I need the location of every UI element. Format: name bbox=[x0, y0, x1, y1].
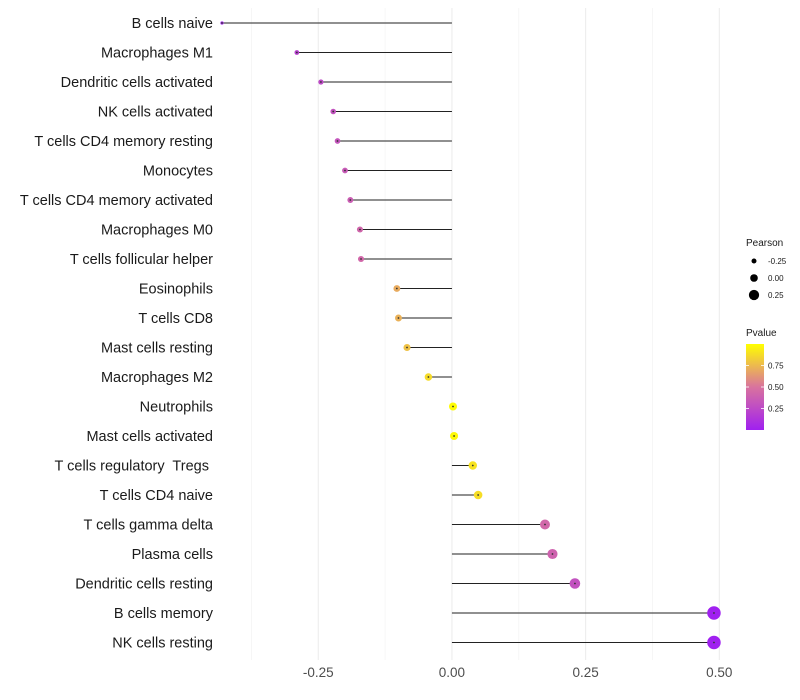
category-label: Mast cells activated bbox=[86, 429, 213, 445]
lollipop-stem-end bbox=[360, 258, 362, 260]
lollipop-stem-end bbox=[395, 287, 398, 290]
category-label: Macrophages M1 bbox=[101, 46, 213, 62]
lollipop-stem-end bbox=[452, 405, 454, 408]
color-legend-title: Pvalue bbox=[746, 328, 777, 339]
category-label: NK cells activated bbox=[98, 105, 213, 121]
lollipop-stem-end bbox=[359, 228, 361, 231]
lollipop-stem-end bbox=[344, 169, 346, 172]
lollipop-stem-end bbox=[544, 523, 546, 526]
x-tick-label: 0.25 bbox=[572, 665, 598, 680]
category-label: Macrophages M2 bbox=[101, 370, 213, 386]
lollipop-stem-end bbox=[477, 494, 480, 496]
category-label: B cells naive bbox=[132, 16, 213, 32]
x-tick-labels: -0.25 0.00 0.25 0.50 bbox=[303, 665, 733, 680]
size-legend-key bbox=[751, 258, 757, 264]
lollipop-stem-end bbox=[336, 140, 339, 142]
category-label: Mast cells resting bbox=[101, 341, 213, 357]
size-legend-label: 0.25 bbox=[768, 291, 784, 300]
lollipop-stem-end bbox=[427, 376, 430, 378]
size-legend-label: -0.25 bbox=[768, 257, 787, 266]
lollipop-stem-end bbox=[713, 641, 715, 644]
lollipop-stem-end bbox=[453, 435, 455, 437]
color-legend-label: 0.25 bbox=[768, 405, 784, 414]
category-label: Dendritic cells resting bbox=[75, 577, 213, 593]
category-label: B cells memory bbox=[114, 606, 214, 622]
lollipop-stem-end bbox=[406, 346, 408, 349]
category-label: NK cells resting bbox=[112, 636, 213, 652]
category-label: T cells gamma delta bbox=[84, 518, 214, 534]
legend: Pearson Pvalue -0.25 0.00 0.25 0.75 0.50 0.25 bbox=[746, 238, 787, 430]
category-label: T cells follicular helper bbox=[70, 252, 213, 268]
size-legend-key bbox=[750, 274, 758, 282]
category-label: Neutrophils bbox=[140, 400, 213, 416]
lollipop-stem-end bbox=[397, 317, 400, 319]
size-legend-title: Pearson bbox=[746, 238, 783, 249]
category-label: Monocytes bbox=[143, 164, 213, 180]
category-label: T cells CD4 memory activated bbox=[20, 193, 213, 209]
category-labels: B cells naive Macrophages M1 Dendritic cel… bbox=[20, 16, 214, 652]
category-label: T cells CD4 memory resting bbox=[34, 134, 213, 150]
x-tick-label: -0.25 bbox=[303, 665, 334, 680]
category-label: Plasma cells bbox=[132, 547, 213, 563]
category-label: T cells regulatory Tregs bbox=[55, 459, 214, 475]
lollipop-stem-end bbox=[332, 110, 335, 113]
category-label: T cells CD8 bbox=[138, 311, 213, 327]
lollipop-stem-end bbox=[221, 22, 223, 24]
lollipop-stem-end bbox=[574, 582, 576, 585]
category-label: Dendritic cells activated bbox=[61, 75, 213, 91]
color-legend-label: 0.75 bbox=[768, 362, 784, 371]
category-label: T cells CD4 naive bbox=[100, 488, 213, 504]
grid-layer bbox=[251, 8, 720, 660]
category-label: Eosinophils bbox=[139, 282, 213, 298]
x-tick-label: 0.00 bbox=[439, 665, 465, 680]
x-tick-label: 0.50 bbox=[706, 665, 732, 680]
lollipop-stem-end bbox=[551, 553, 554, 555]
lollipop-stem-end bbox=[713, 612, 715, 614]
point-layer bbox=[220, 21, 721, 650]
lollipop-stem-end bbox=[471, 464, 474, 467]
size-legend-key bbox=[748, 289, 760, 301]
stem-layer bbox=[222, 22, 714, 643]
lollipop-stem-end bbox=[349, 199, 352, 201]
color-legend-bar bbox=[746, 344, 764, 430]
category-label: Macrophages M0 bbox=[101, 223, 213, 239]
lollipop-stem-end bbox=[320, 81, 322, 83]
lollipop-stem-end bbox=[295, 51, 298, 54]
color-legend-label: 0.50 bbox=[768, 383, 784, 392]
size-legend-label: 0.00 bbox=[768, 274, 784, 283]
